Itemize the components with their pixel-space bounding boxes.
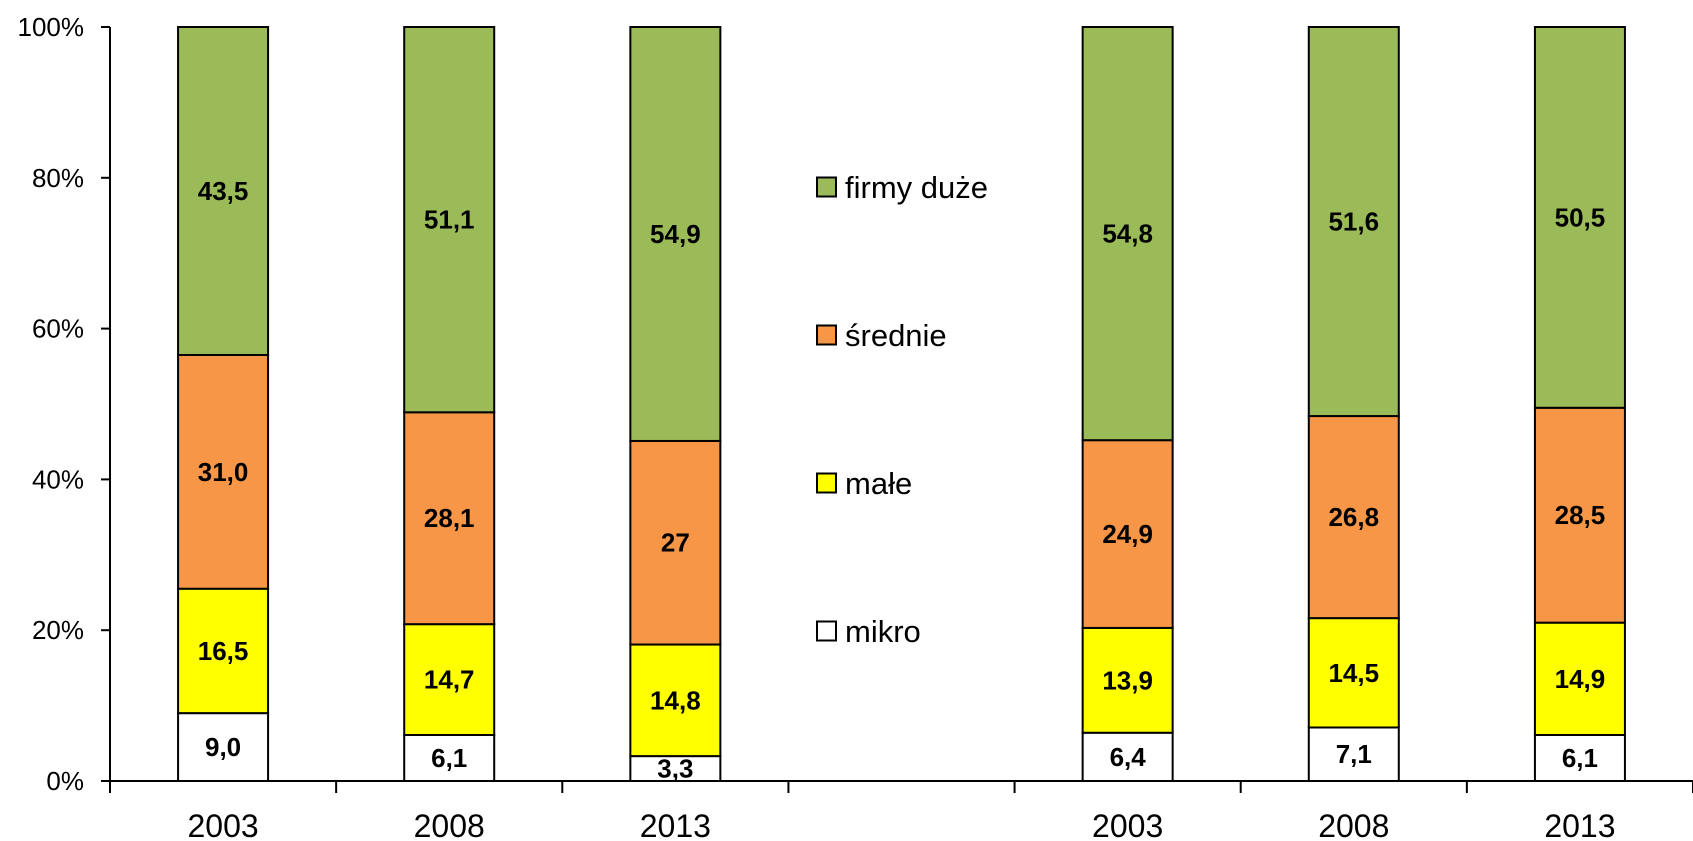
data-label-firmy-duże: 43,5 bbox=[198, 176, 249, 206]
data-label-firmy-duże: 51,1 bbox=[424, 205, 475, 235]
data-label-średnie: 31,0 bbox=[198, 457, 249, 487]
data-label-małe: 14,7 bbox=[424, 665, 475, 695]
bar-segment-firmy-duże bbox=[403, 26, 496, 414]
data-label-małe: 14,5 bbox=[1328, 658, 1379, 688]
x-tick-label: 2003 bbox=[1092, 808, 1163, 841]
bar-segment-firmy-duże bbox=[1533, 26, 1626, 409]
y-tick-label: 60% bbox=[32, 314, 84, 344]
y-tick-label: 100% bbox=[18, 12, 85, 42]
data-label-małe: 14,9 bbox=[1555, 664, 1606, 694]
legend-label-małe: małe bbox=[845, 466, 912, 501]
bar-segment-średnie bbox=[1533, 406, 1626, 624]
bar-segment-średnie bbox=[177, 353, 270, 590]
bar-segment-mikro bbox=[177, 712, 270, 783]
x-tick-label: 2003 bbox=[187, 808, 258, 841]
x-axis: 2003 2008 2013 2003 2008 2013 bbox=[109, 780, 1693, 841]
data-label-firmy-duże: 50,5 bbox=[1555, 202, 1606, 232]
bar-segment-małe bbox=[1533, 621, 1626, 737]
legend-swatch-firmy-duże bbox=[816, 176, 837, 198]
bar-segment-małe bbox=[1081, 626, 1174, 734]
bar-segment-małe bbox=[629, 643, 722, 758]
data-label-średnie: 26,8 bbox=[1328, 502, 1379, 532]
y-tick-label: 20% bbox=[32, 615, 84, 645]
data-label-mikro: 6,1 bbox=[1562, 743, 1598, 773]
data-label-mikro: 6,1 bbox=[431, 743, 467, 773]
bar-segment-firmy-duże bbox=[177, 26, 270, 356]
bar-segment-firmy-duże bbox=[1081, 26, 1174, 442]
data-label-firmy-duże: 51,6 bbox=[1328, 207, 1379, 237]
data-label-mikro: 3,3 bbox=[657, 754, 693, 784]
data-label-średnie: 27 bbox=[661, 528, 690, 558]
data-label-mikro: 6,4 bbox=[1110, 742, 1147, 772]
data-label-mikro: 7,1 bbox=[1336, 739, 1372, 769]
data-label-średnie: 28,5 bbox=[1555, 500, 1606, 530]
legend-swatch-mikro bbox=[816, 620, 837, 642]
x-tick-label: 2008 bbox=[414, 808, 485, 841]
bar-segment-mikro bbox=[1081, 731, 1174, 783]
x-tick-label: 2013 bbox=[1544, 808, 1615, 841]
legend-label-średnie: średnie bbox=[845, 318, 947, 353]
bar-segment-mikro bbox=[1533, 734, 1626, 782]
data-label-średnie: 24,9 bbox=[1102, 519, 1153, 549]
bar-segment-mikro bbox=[1307, 726, 1400, 783]
bar-segment-małe bbox=[403, 623, 496, 737]
bar-segment-małe bbox=[177, 587, 270, 715]
data-label-mikro: 9,0 bbox=[205, 732, 241, 762]
bar-segment-średnie bbox=[629, 439, 722, 646]
legend-swatch-małe bbox=[816, 472, 837, 494]
data-label-małe: 14,8 bbox=[650, 685, 701, 715]
bar-segment-średnie bbox=[1081, 439, 1174, 629]
bar-segment-firmy-duże bbox=[1307, 26, 1400, 418]
y-tick-label: 80% bbox=[32, 163, 84, 193]
legend: firmy duże średnie małe mikro bbox=[816, 170, 988, 649]
data-label-małe: 16,5 bbox=[198, 636, 249, 666]
bar-segment-średnie bbox=[1307, 415, 1400, 620]
y-tick-label: 40% bbox=[32, 464, 84, 494]
x-tick-label: 2008 bbox=[1318, 808, 1389, 841]
x-tick-label: 2013 bbox=[640, 808, 711, 841]
legend-swatch-średnie bbox=[816, 324, 837, 346]
data-label-firmy-duże: 54,8 bbox=[1102, 219, 1153, 249]
data-label-średnie: 28,1 bbox=[424, 503, 475, 533]
legend-label-mikro: mikro bbox=[845, 614, 921, 649]
bar-segment-małe bbox=[1307, 617, 1400, 729]
y-axis: 0% 20% 40% 60% 80% 100% bbox=[18, 12, 111, 796]
legend-label-firmy-duże: firmy duże bbox=[845, 170, 988, 205]
data-label-małe: 13,9 bbox=[1102, 665, 1153, 695]
bar-segment-mikro bbox=[403, 734, 496, 782]
bars: 9,0 16,5 31,0 43,5 6,1 14,7 28,1 51,1 3,3 14,8 27 5… bbox=[177, 26, 1626, 784]
data-label-firmy-duże: 54,9 bbox=[650, 219, 701, 249]
y-tick-label: 0% bbox=[46, 766, 84, 796]
bar-segment-firmy-duże bbox=[629, 26, 722, 442]
